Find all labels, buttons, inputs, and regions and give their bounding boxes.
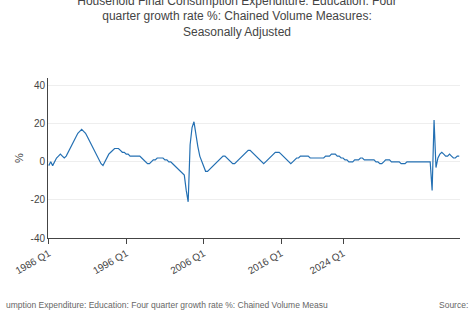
- svg-text:Household Final Consumption Ex: Household Final Consumption Expenditure:…: [77, 0, 397, 39]
- svg-text:-20: -20: [31, 194, 46, 205]
- svg-text:-40: -40: [31, 233, 46, 244]
- svg-text:0: 0: [39, 156, 45, 167]
- svg-text:%: %: [13, 153, 25, 163]
- svg-text:2016 Q1: 2016 Q1: [246, 247, 285, 276]
- svg-text:Source:: Source:: [439, 300, 468, 310]
- svg-text:1996 Q1: 1996 Q1: [91, 247, 130, 276]
- svg-text:20: 20: [34, 118, 46, 129]
- svg-text:40: 40: [34, 80, 46, 91]
- svg-text:2006 Q1: 2006 Q1: [168, 247, 207, 276]
- svg-text:2024 Q1: 2024 Q1: [308, 247, 347, 276]
- svg-text:1986 Q1: 1986 Q1: [14, 247, 53, 276]
- svg-text:umption Expenditure: Education: umption Expenditure: Education: Four qua…: [6, 300, 328, 310]
